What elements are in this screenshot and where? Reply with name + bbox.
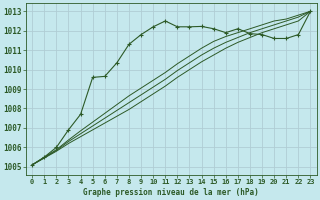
- X-axis label: Graphe pression niveau de la mer (hPa): Graphe pression niveau de la mer (hPa): [84, 188, 259, 197]
